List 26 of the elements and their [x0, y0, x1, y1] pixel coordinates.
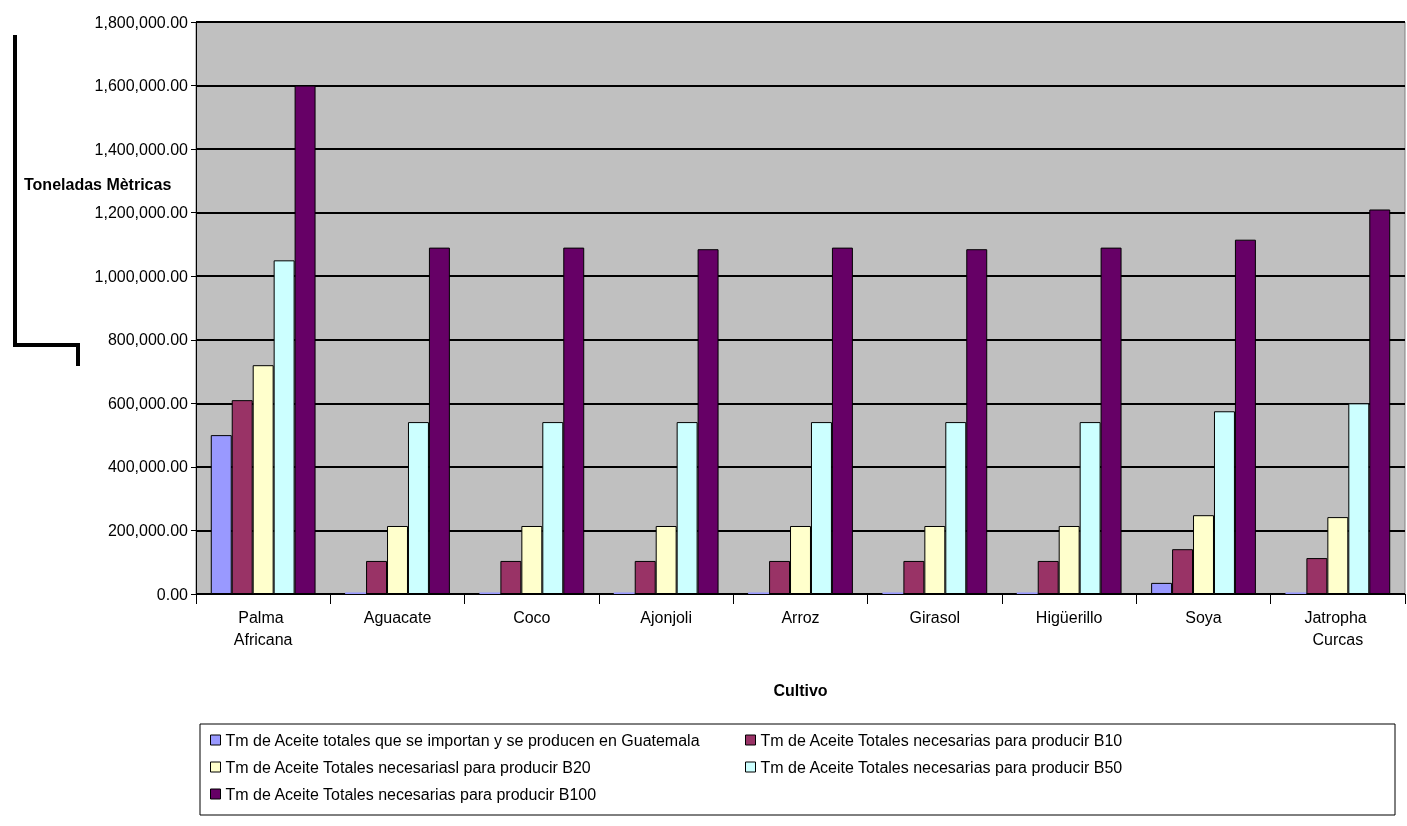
- x-tick-label: Soya: [1185, 608, 1222, 626]
- y-tick-label: 1,800,000.00: [94, 13, 189, 31]
- y-tick-label: 1,200,000.00: [94, 204, 189, 222]
- x-tick-label: Jatropha Curcas: [1304, 608, 1372, 648]
- y-tick-label: 200,000.00: [107, 521, 189, 539]
- x-tick-label: Palma Africana: [233, 608, 293, 648]
- y-tick-label: 1,400,000.00: [94, 140, 189, 158]
- y-tick-label: 1,000,000.00: [94, 267, 189, 285]
- y-axis-title: Toneladas Mètricas: [24, 175, 172, 193]
- y-tick-label: 0.00: [156, 585, 189, 603]
- y-tick-label: 600,000.00: [107, 394, 189, 412]
- legend-label: Tm de Aceite Totales necesarias para producir B100: [225, 785, 597, 803]
- legend-label: Tm de Aceite Totales necesarias para producir B50: [760, 758, 1123, 776]
- legend-label: Tm de Aceite totales que se importan y se producen en Guatemala: [225, 731, 700, 749]
- x-tick-label: Aguacate: [363, 608, 432, 626]
- y-tick-label: 800,000.00: [107, 331, 189, 349]
- x-tick-label: Girasol: [909, 608, 961, 626]
- x-tick-label: Coco: [513, 608, 551, 626]
- legend-label: Tm de Aceite Totales necesariasl para producir B20: [225, 758, 591, 776]
- legend-label: Tm de Aceite Totales necesarias para producir B10: [760, 731, 1123, 749]
- x-tick-label: Higüerillo: [1035, 608, 1103, 626]
- y-tick-label: 1,600,000.00: [94, 77, 189, 95]
- y-tick-label: 400,000.00: [107, 458, 189, 476]
- x-tick-label: Arroz: [781, 608, 820, 626]
- x-tick-label: Ajonjoli: [640, 608, 692, 626]
- x-axis-title: Cultivo: [773, 681, 828, 699]
